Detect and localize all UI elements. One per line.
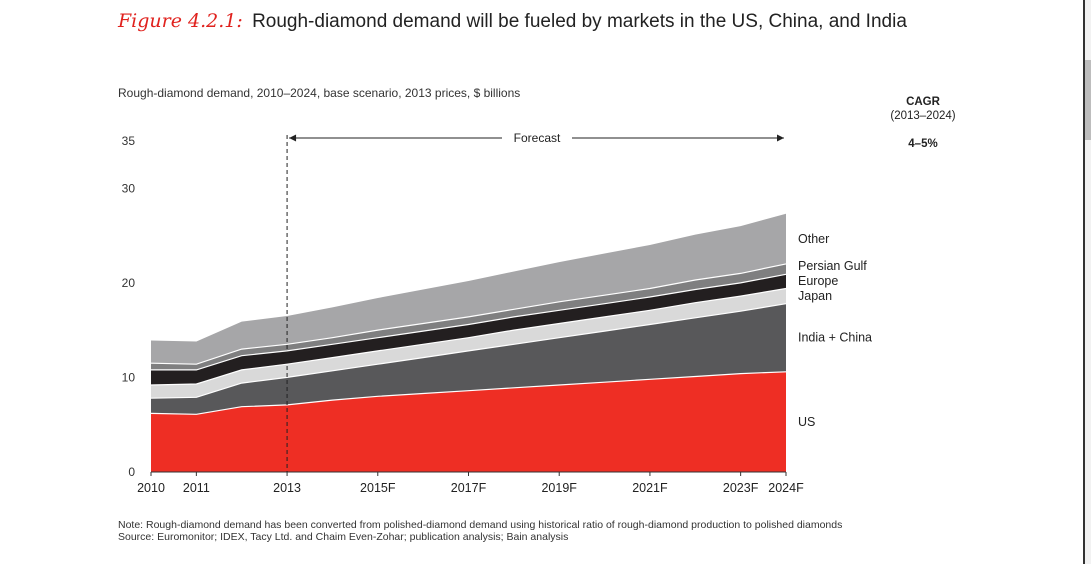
- cagr-title: CAGR: [906, 96, 940, 108]
- x-tick-label: 2023F: [723, 481, 759, 495]
- chart-ticks: 0 10 20 30 35 2010 2011 2013 2015F 2017F 2019F 2021…: [122, 134, 804, 495]
- figure-label: Figure 4.2.1:: [118, 10, 243, 32]
- frame-border: [1083, 0, 1085, 564]
- area-europe: [151, 274, 786, 385]
- separator-us: [150, 371, 787, 415]
- scrollbar-thumb[interactable]: [1085, 60, 1091, 140]
- cagr-header: CAGR (2013–2024): [878, 95, 968, 123]
- y-tick-label: 20: [122, 276, 136, 290]
- forecast-arrowhead-right: [777, 134, 784, 142]
- forecast-label: Forecast: [514, 131, 561, 145]
- separator-india_china: [150, 303, 787, 399]
- legend-label-japan: Japan: [798, 289, 832, 303]
- x-tick-label: 2011: [183, 481, 210, 495]
- source-text: Source: Euromonitor; IDEX, Tacy Ltd. and…: [118, 531, 569, 543]
- note-text: Note: Rough-diamond demand has been conv…: [118, 519, 843, 531]
- x-tick-label: 2024F: [768, 481, 804, 495]
- legend-label-us: US: [798, 415, 815, 429]
- chart-areas: [150, 213, 787, 472]
- chart-notes: Note: Rough-diamond demand has been conv…: [118, 519, 842, 543]
- legend-label-persian_gulf: Persian Gulf: [798, 259, 867, 273]
- legend-label-india_china: India + China: [798, 331, 872, 345]
- x-tick-label: 2013: [273, 481, 301, 495]
- y-tick-label: 30: [122, 181, 136, 195]
- x-tick-label: 2019F: [541, 481, 577, 495]
- x-tick-label: 2017F: [451, 481, 487, 495]
- separator-europe: [151, 273, 787, 371]
- separator-japan: [150, 287, 787, 386]
- forecast-annotation: Forecast: [286, 131, 784, 472]
- chart-subtitle: Rough-diamond demand, 2010–2024, base sc…: [118, 86, 521, 100]
- x-tick-label: 2015F: [360, 481, 396, 495]
- x-tick-label: 2010: [137, 481, 165, 495]
- area-japan: [151, 288, 786, 399]
- y-tick-label: 10: [122, 370, 136, 384]
- y-tick-label: 0: [128, 465, 135, 479]
- legend-label-other: Other: [798, 232, 829, 246]
- cagr-value: 4–5%: [908, 138, 938, 150]
- separator-persian_gulf: [150, 263, 787, 365]
- figure-title: Figure 4.2.1: Rough-diamond demand will …: [118, 10, 907, 33]
- area-us: [151, 371, 786, 472]
- x-tick-label: 2021F: [632, 481, 668, 495]
- figure-title-text: Rough-diamond demand will be fueled by m…: [252, 11, 907, 32]
- forecast-arrowhead-left: [289, 134, 297, 142]
- cagr-range: (2013–2024): [890, 110, 956, 122]
- area-other: [151, 213, 786, 365]
- stacked-area-chart: 0 10 20 30 35 2010 2011 2013 2015F 2017F 2019F 2021…: [122, 131, 872, 495]
- area-india_china: [151, 303, 786, 415]
- scrollbar[interactable]: [1085, 0, 1091, 564]
- y-tick-label: 35: [122, 134, 136, 148]
- legend-label-europe: Europe: [798, 274, 838, 288]
